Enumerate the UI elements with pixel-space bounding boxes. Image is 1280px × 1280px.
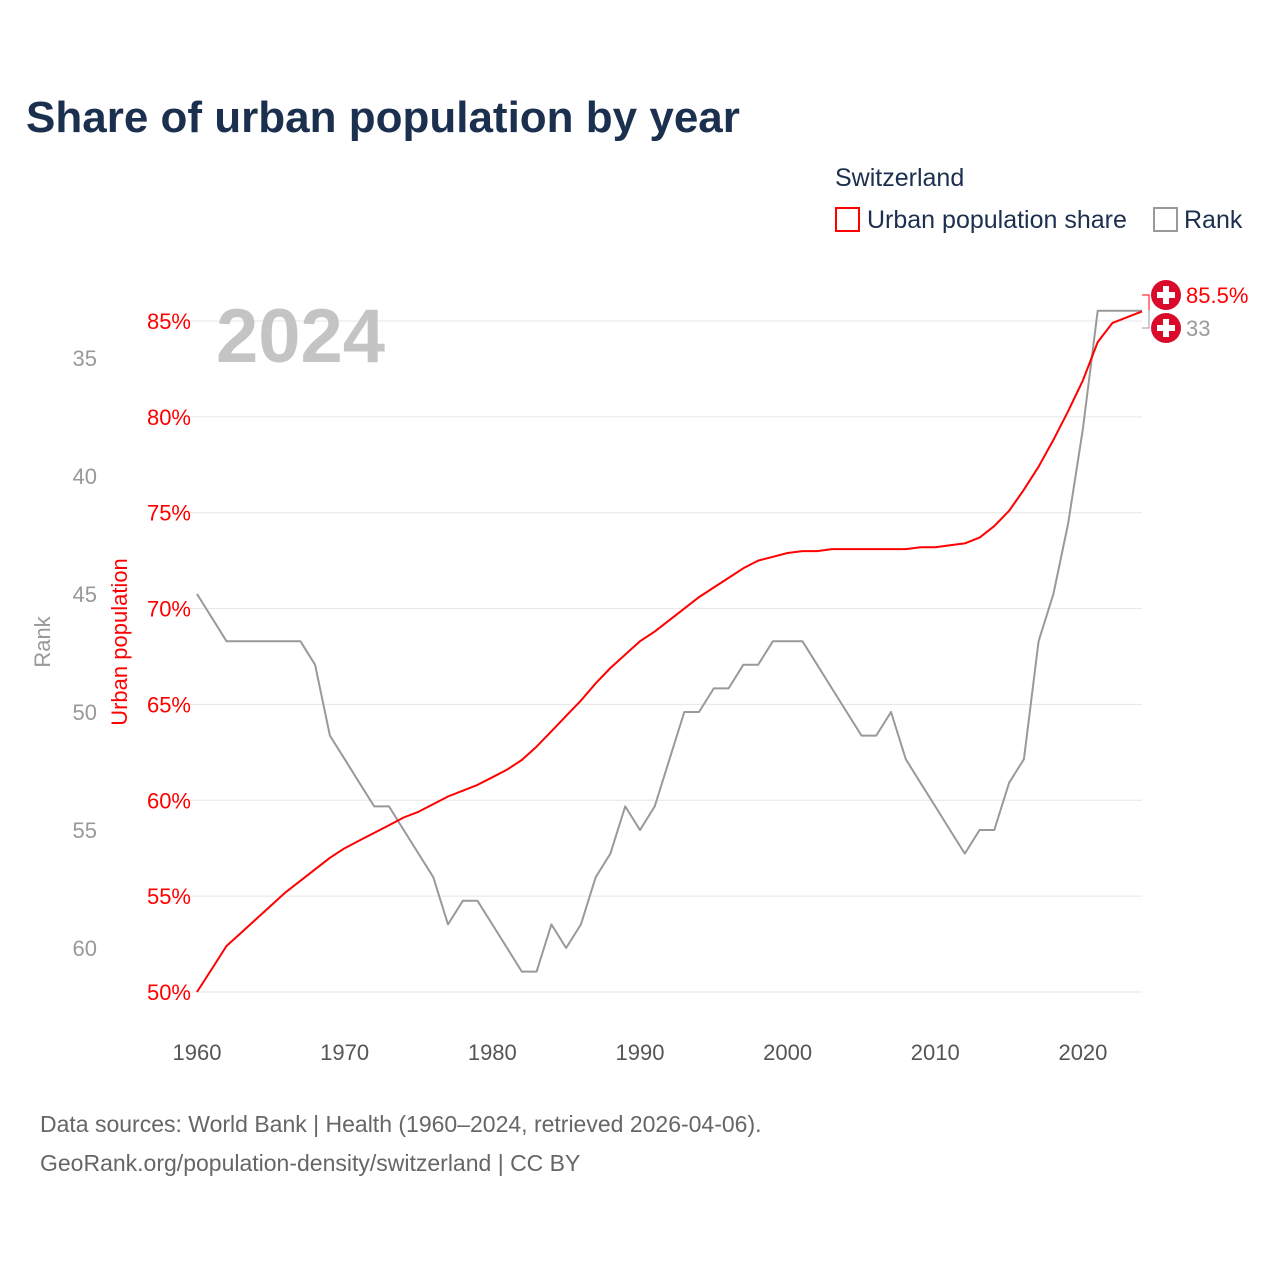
gridlines [190, 320, 1142, 993]
end-label-connector-red [1142, 294, 1150, 310]
x-axis: 1960 1970 1980 1990 2000 2010 2020 [173, 1040, 1108, 1065]
series-lines [196, 309, 1143, 993]
x-tick-label: 1970 [320, 1040, 369, 1065]
y-tick-label-rank: 55 [73, 818, 97, 843]
y-axis-urban: 50% 55% 60% 65% 70% 75% 80% 85% [147, 309, 191, 1005]
y-tick-label-rank: 60 [73, 936, 97, 961]
end-label-connector [1142, 294, 1150, 329]
y-tick-label-urban: 85% [147, 309, 191, 334]
x-tick-label: 2010 [911, 1040, 960, 1065]
x-tick-label: 1980 [468, 1040, 517, 1065]
legend-item-urban[interactable]: Urban population share [835, 206, 1127, 234]
y-axis-rank: 35 40 45 50 55 60 [73, 346, 97, 961]
y-tick-label-urban: 75% [147, 501, 191, 526]
y-axis-title-urban: Urban population [107, 558, 132, 726]
legend-label-urban: Urban population share [867, 206, 1127, 234]
x-tick-label: 1960 [173, 1040, 222, 1065]
y-axis-title-rank: Rank [30, 615, 55, 667]
legend-item-rank[interactable]: Rank [1153, 206, 1243, 234]
legend-swatch-urban [835, 207, 860, 232]
y-tick-label-rank: 50 [73, 700, 97, 725]
legend-label-rank: Rank [1184, 206, 1243, 234]
source-line-2[interactable]: GeoRank.org/population-density/switzerla… [40, 1150, 580, 1176]
swiss-flag-icon [1151, 313, 1181, 343]
chart-title: Share of urban population by year [26, 93, 740, 142]
x-tick-label: 2000 [763, 1040, 812, 1065]
x-tick-label: 1990 [615, 1040, 664, 1065]
y-tick-label-urban: 80% [147, 405, 191, 430]
swiss-flag-icon [1151, 280, 1181, 310]
legend-swatch-rank [1153, 207, 1178, 232]
y-tick-label-rank: 35 [73, 346, 97, 371]
year-watermark: 2024 [216, 294, 385, 379]
series-line-urban [196, 310, 1143, 993]
end-labels: 85.5% 33 [1142, 280, 1248, 343]
source-line-1: Data sources: World Bank | Health (1960–… [40, 1111, 762, 1137]
y-tick-label-urban: 70% [147, 597, 191, 622]
y-tick-label-urban: 55% [147, 884, 191, 909]
y-tick-label-urban: 50% [147, 980, 191, 1005]
legend-title: Switzerland [835, 164, 964, 192]
y-tick-label-urban: 65% [147, 692, 191, 717]
y-tick-label-urban: 60% [147, 788, 191, 813]
end-label-urban: 85.5% [1186, 283, 1248, 308]
y-tick-label-rank: 40 [73, 464, 97, 489]
end-label-rank: 33 [1186, 316, 1210, 341]
y-tick-label-rank: 45 [73, 582, 97, 607]
series-line-rank [196, 309, 1142, 973]
x-tick-label: 2020 [1058, 1040, 1107, 1065]
